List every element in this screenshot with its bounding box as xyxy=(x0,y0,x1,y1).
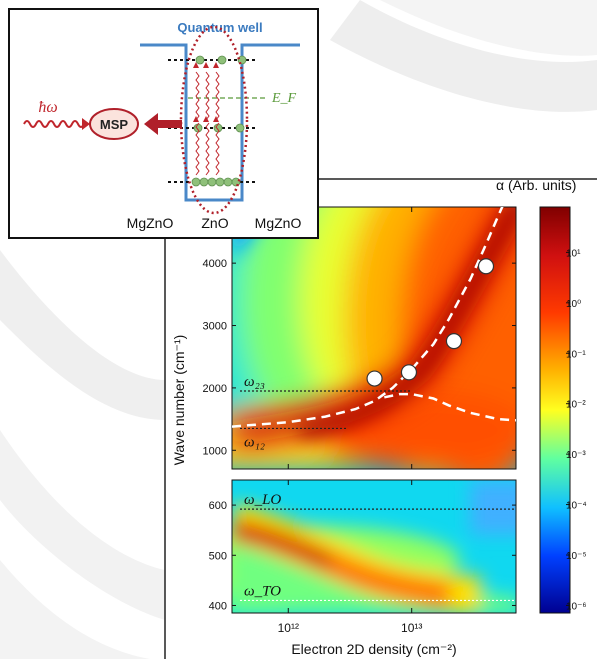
material-label-center: ZnO xyxy=(201,215,228,231)
fermi-level-label: E_F xyxy=(271,91,297,106)
colorbar-tick-label: 10⁻³ xyxy=(566,450,586,461)
reference-line-label: ω₁₂ xyxy=(244,434,265,450)
y-tick-label: 2000 xyxy=(203,383,227,395)
electron-dots xyxy=(191,55,247,187)
photon-wave xyxy=(23,120,85,128)
colorbar-tick-label: 10⁻² xyxy=(566,400,586,411)
y-tick-label: 500 xyxy=(209,550,227,562)
reference-line-label: ω_TO xyxy=(244,583,281,599)
colorbar-tick-label: 10⁻⁶ xyxy=(566,601,587,612)
reference-line-label: ω₂₃ xyxy=(244,374,265,390)
colorbar-tick-label: 10⁰ xyxy=(566,299,581,310)
dispersion-curve xyxy=(384,392,516,422)
top-plot-frame xyxy=(231,206,517,470)
measured-point xyxy=(400,364,418,381)
quantum-well-inset: Quantum well E_F MSP xyxy=(8,8,319,239)
photon-arrowhead xyxy=(82,118,90,130)
intersubband-transitions xyxy=(195,71,220,176)
colorbar xyxy=(539,206,571,614)
y-tick-label: 1000 xyxy=(203,445,227,457)
measured-point xyxy=(366,370,383,387)
dispersion-curve xyxy=(232,207,504,428)
bottom-heatmap xyxy=(232,480,516,613)
x-tick-label: 10¹³ xyxy=(401,621,422,635)
x-tick-label: 10¹² xyxy=(278,621,299,635)
colorbar-tick-label: 10⁻¹ xyxy=(566,349,586,360)
material-label-right: MgZnO xyxy=(255,215,302,231)
y-tick-label: 400 xyxy=(209,600,227,612)
reference-line-label: ω_LO xyxy=(244,492,281,508)
transition-arrowheads xyxy=(193,62,219,122)
y-tick-label: 4000 xyxy=(203,258,227,270)
material-label-left: MgZnO xyxy=(127,215,174,231)
bottom-plot-frame xyxy=(231,479,517,614)
colorbar-label: α (Arb. units) xyxy=(496,177,576,193)
measured-point xyxy=(477,258,495,275)
y-axis-label: Wave number (cm⁻¹) xyxy=(171,335,187,466)
inset-title: Quantum well xyxy=(177,20,262,35)
well-highlight-ellipse xyxy=(179,25,249,215)
y-tick-label: 3000 xyxy=(203,321,227,333)
y-tick-label: 600 xyxy=(209,500,227,512)
photon-label: ħω xyxy=(38,99,57,116)
colorbar-tick-label: 10¹ xyxy=(566,248,581,259)
colorbar-tick-label: 10⁻⁵ xyxy=(566,551,587,562)
msp-arrow xyxy=(144,113,182,135)
x-axis-label: Electron 2D density (cm⁻²) xyxy=(291,641,456,657)
measured-point xyxy=(445,333,463,350)
colorbar-tick-label: 10⁻⁴ xyxy=(566,501,587,512)
quantum-well-profile xyxy=(140,43,300,202)
msp-label: MSP xyxy=(100,117,129,132)
